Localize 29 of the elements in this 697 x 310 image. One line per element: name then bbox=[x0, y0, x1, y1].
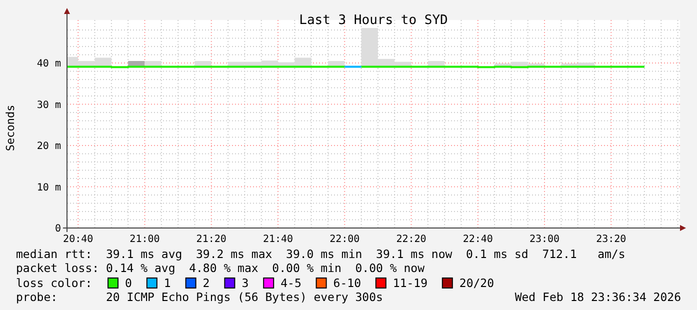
x-tick-label: 20:40 bbox=[63, 234, 94, 245]
text: median rtt: 39.1 ms avg 39.2 ms max 39.0 ms min 39.1 ms now 0.1 ms sd 712.1 am/s bbox=[16, 247, 626, 261]
y-tick-label: 10 m bbox=[36, 182, 61, 194]
x-tick-label: 21:00 bbox=[130, 234, 160, 245]
y-tick-label: 0 bbox=[54, 224, 61, 234]
x-tick-label: 21:20 bbox=[196, 234, 226, 245]
x-tick-label: 21:40 bbox=[262, 234, 294, 245]
legend-label: 0 bbox=[125, 276, 132, 290]
x-tick-label: 22:00 bbox=[330, 234, 360, 245]
legend-label: 3 bbox=[242, 276, 249, 290]
legend-label: 2 bbox=[202, 276, 210, 290]
legend-label: 4-5 bbox=[280, 276, 302, 290]
y-tick-label: 20 m bbox=[36, 141, 61, 152]
legend-label: 1 bbox=[164, 276, 171, 290]
text: Wed Feb 18 23:36:34 2026 bbox=[514, 290, 682, 304]
text: probe: 20 ICMP Echo Pings (56 Bytes) every 300s bbox=[16, 290, 383, 304]
y-axis-title: Seconds bbox=[4, 104, 17, 152]
x-tick-label: 23:00 bbox=[529, 234, 560, 245]
legend-label: 6-10 bbox=[333, 276, 362, 290]
y-tick-label: 40 m bbox=[36, 58, 61, 70]
text: packet loss: 0.14 % avg 4.80 % max 0.00 % min 0.00 % now bbox=[16, 261, 425, 275]
y-tick-label: 30 m bbox=[36, 100, 61, 111]
x-tick-label: 22:20 bbox=[396, 234, 426, 245]
x-tick-label: 22:40 bbox=[462, 234, 493, 245]
x-tick-label: 23:20 bbox=[596, 234, 626, 245]
chart-title: Last 3 Hours to SYD bbox=[299, 13, 448, 28]
legend-title: loss color: bbox=[16, 276, 92, 290]
legend-label: 20/20 bbox=[459, 276, 494, 290]
legend-label: 11-19 bbox=[392, 276, 428, 290]
